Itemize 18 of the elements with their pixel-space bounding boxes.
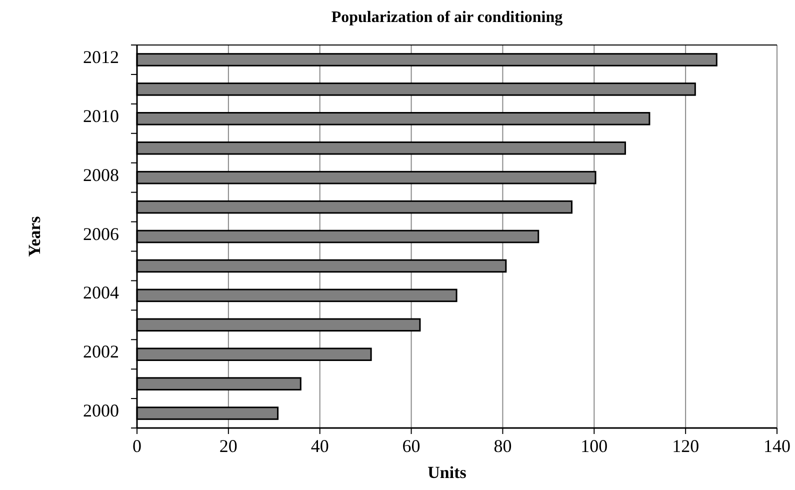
y-axis-title: Years <box>25 216 44 257</box>
y-tick-label: 2012 <box>83 47 119 68</box>
x-tick-label: 0 <box>132 436 142 456</box>
y-tick-label: 2002 <box>83 342 119 362</box>
x-tick-label: 100 <box>580 436 608 456</box>
x-tick-label: 140 <box>764 436 790 456</box>
y-tick-label: 2006 <box>83 224 119 244</box>
y-tick-label: 2000 <box>83 400 119 421</box>
y-tick-label: 2010 <box>83 106 119 126</box>
chart-title: Popularization of air conditioning <box>331 9 563 26</box>
x-tick-label: 20 <box>219 436 238 456</box>
x-axis-title: Units <box>428 463 467 482</box>
y-tick-label: 2008 <box>83 164 119 185</box>
x-tick-label: 40 <box>310 436 329 456</box>
x-tick-label: 60 <box>402 436 420 456</box>
x-tick-label: 120 <box>672 436 700 456</box>
x-tick-label: 80 <box>494 436 512 456</box>
y-tick-label: 2004 <box>83 282 119 303</box>
